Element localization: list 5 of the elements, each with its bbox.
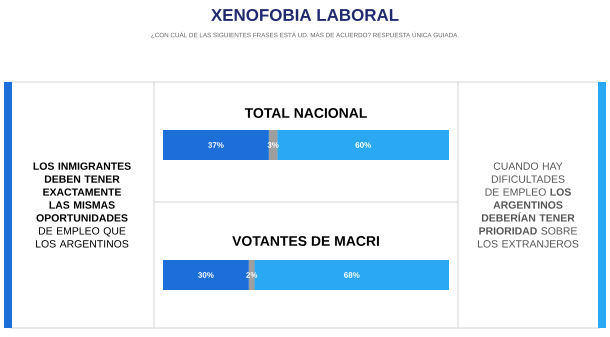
text: CUANDO HAY DIFICULTADES DE EMPLEO LOS ARGENTINOS DEBERÍAN TENER PRIORIDAD SOBRE LOS EXTRANJEROS bbox=[478, 162, 578, 248]
text: LOS INMIGRANTES DEBEN TENER EXACTAMENTE LAS MISMAS OPORTUNIDADES DE EMPLEO QUE LOS ARGENTINOS bbox=[34, 162, 131, 248]
text: XENOFOBIA LABORAL bbox=[211, 9, 399, 21]
chart-title: TOTAL NACIONAL bbox=[244, 108, 367, 118]
chart-title: VOTANTES DE MACRI bbox=[232, 236, 379, 246]
